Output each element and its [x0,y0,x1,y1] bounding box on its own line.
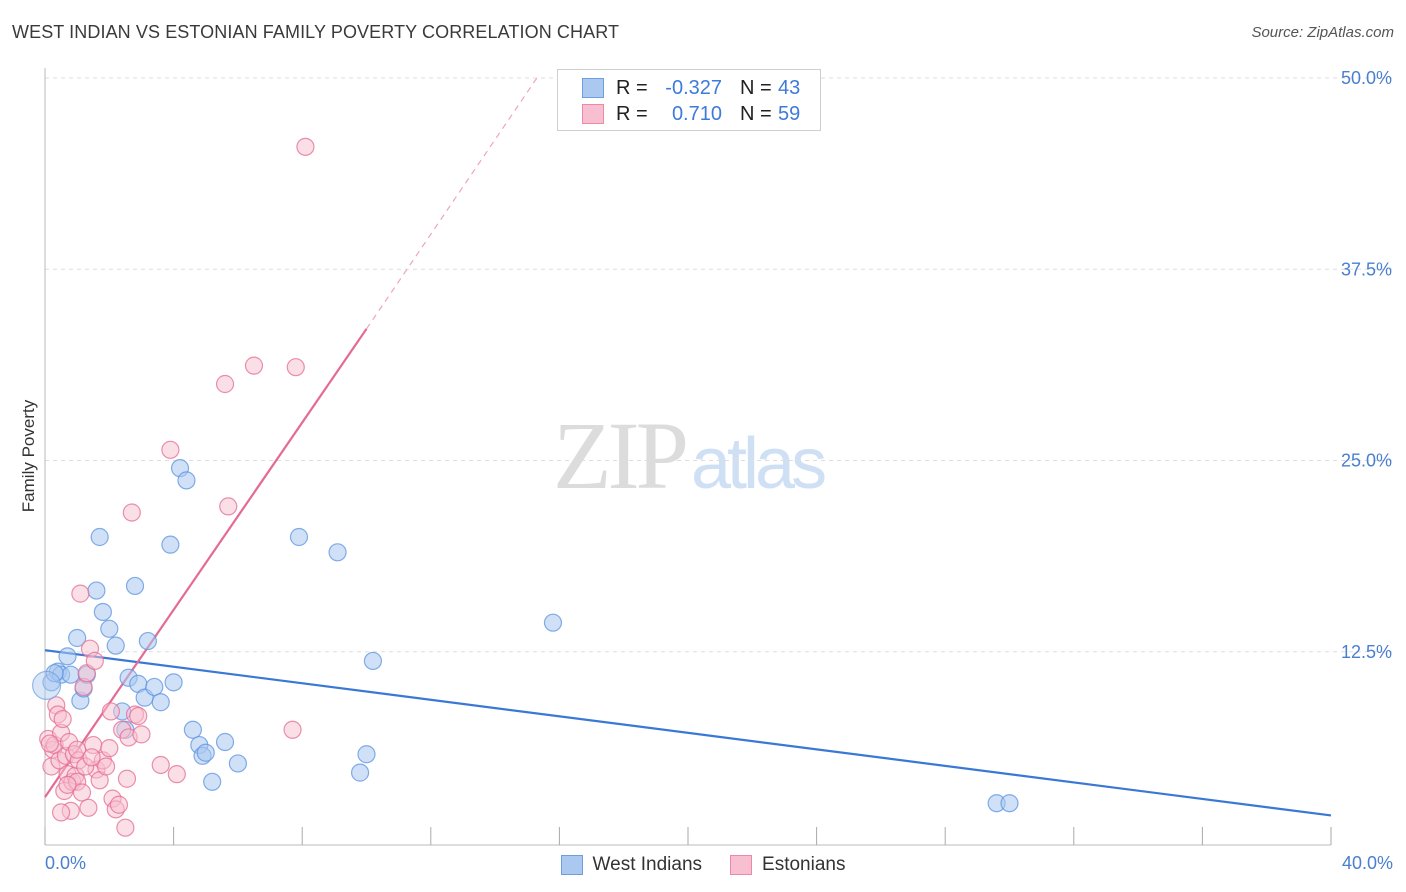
point-west-indians [215,732,235,752]
stats-row-estonians: R = 0.710 N = 59 [582,102,800,126]
n-label: N = [740,102,772,125]
point-estonians [296,137,315,156]
point-west-indians [1000,794,1019,813]
trend-line-estonians [44,328,368,798]
y-tick-label: 37.5% [1341,259,1392,279]
n-label: N = [740,76,772,99]
series-legend: West Indians Estonians [0,852,1406,878]
legend-swatch-pink [730,855,753,875]
point-west-indians [357,745,376,764]
point-west-indians [328,543,347,562]
point-estonians [116,818,135,837]
r-value: 0.710 [671,102,722,125]
point-west-indians [90,527,109,547]
r-label: R = [616,76,648,99]
point-west-indians [93,602,112,622]
legend-label: West Indians [592,854,703,875]
watermark-zip: ZIP [553,402,689,509]
watermark: ZIPatlas [553,400,827,511]
point-estonians [82,748,101,767]
point-west-indians [87,581,106,600]
point-estonians [215,374,235,394]
point-west-indians [289,527,309,547]
point-estonians [101,702,121,721]
point-estonians [122,503,141,522]
point-west-indians [183,720,202,739]
r-label: R = [616,102,648,125]
axes [44,68,1332,846]
trend-line-estonians-extrapolated [366,77,538,330]
x-tick-label: 40.0% [1342,853,1393,873]
point-estonians [286,358,305,377]
watermark-atlas: atlas [691,424,827,504]
point-west-indians [58,647,77,666]
n-value: 43 [778,76,801,99]
point-west-indians [125,576,145,596]
legend-label: Estonians [762,854,846,875]
trend-line-west-indians [44,649,1332,817]
point-west-indians [138,631,157,651]
point-west-indians [100,619,119,638]
legend-item-estonians[interactable]: Estonians [730,854,845,876]
point-estonians [244,356,264,375]
x-tick-label: 0.0% [45,853,86,873]
y-tick-label: 50.0% [1341,68,1392,88]
legend-swatch-pink [582,104,604,124]
point-west-indians [61,665,80,684]
point-estonians [129,706,148,726]
n-value: 59 [778,102,801,125]
point-west-indians [145,677,164,697]
source-credit: Source: ZipAtlas.com [1251,24,1394,41]
stats-row-west-indians: R = -0.327 N = 43 [582,76,800,100]
point-west-indians [203,772,222,791]
point-west-indians [350,763,370,782]
point-estonians [100,739,119,758]
point-west-indians [151,693,170,712]
point-estonians [117,769,137,788]
point-west-indians [164,673,183,692]
point-west-indians [68,628,87,648]
point-estonians [58,775,77,794]
point-estonians [283,720,302,739]
point-estonians [109,795,129,814]
point-west-indians [363,651,383,671]
r-value: -0.327 [665,76,722,99]
legend-item-west-indians[interactable]: West Indians [560,854,703,876]
point-west-indians [228,754,247,773]
point-estonians [53,709,72,729]
point-west-indians [543,613,563,632]
tick-labels: 12.5% 25.0% 37.5% 50.0% 0.0% 40.0% [45,68,1393,873]
trend-lines [44,77,1332,817]
y-tick-label: 25.0% [1341,451,1392,471]
point-west-indians [161,535,180,554]
point-west-indians [45,664,64,683]
point-west-indians [196,743,215,762]
chart-title: WEST INDIAN VS ESTONIAN FAMILY POVERTY C… [12,22,620,42]
point-estonians [51,803,71,822]
point-west-indians [106,636,125,655]
point-west-indians [32,670,62,701]
point-estonians [151,755,170,775]
point-estonians [161,440,180,459]
legend-swatch-blue [582,78,604,98]
point-estonians [79,798,98,817]
y-tick-label: 12.5% [1341,642,1392,662]
point-estonians [72,783,92,802]
point-estonians [132,725,151,744]
stats-legend: R = -0.327 N = 43 R = 0.710 N = 59 [557,69,821,131]
legend-swatch-blue [560,855,583,875]
point-estonians [68,740,87,759]
y-axis-label: Family Poverty [19,399,38,512]
data-points [32,137,1019,837]
point-estonians [40,734,59,753]
point-estonians [85,651,104,671]
point-estonians [71,584,90,603]
point-estonians [167,765,186,784]
point-west-indians [177,471,196,490]
point-estonians [96,757,116,776]
point-estonians [219,497,238,516]
